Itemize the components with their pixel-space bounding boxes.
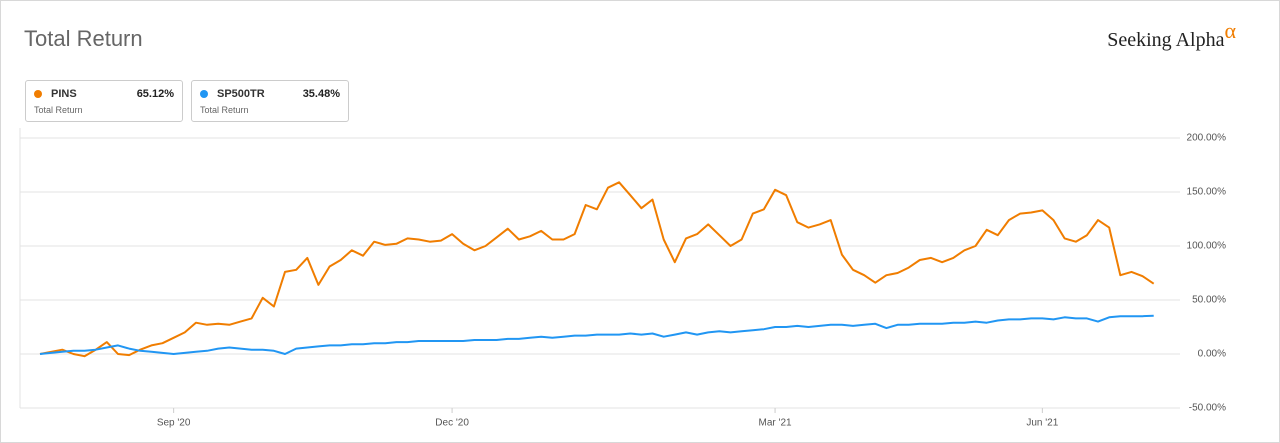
x-tick-label: Sep '20	[157, 418, 191, 429]
x-tick-label: Dec '20	[435, 418, 469, 429]
chart-title: Total Return	[24, 26, 143, 51]
y-tick-label: -50.00%	[1189, 403, 1226, 414]
logo: Seeking Alphaα	[1107, 18, 1236, 52]
legend-item: SP500TR 35.48% Total Return	[191, 80, 349, 122]
legend-swatch	[200, 90, 208, 98]
legend-label: PINS	[51, 88, 77, 100]
legend-item: PINS 65.12% Total Return	[25, 80, 183, 122]
legend-swatch	[34, 90, 42, 98]
legend-caption: Total Return	[34, 105, 83, 115]
x-tick-label: Mar '21	[759, 418, 792, 429]
legend-label: SP500TR	[217, 88, 265, 100]
logo-text: Seeking Alpha	[1107, 29, 1225, 51]
logo-mark: α	[1224, 18, 1236, 43]
line-series	[39, 181, 1155, 358]
y-tick-label: 0.00%	[1198, 349, 1226, 360]
legend-caption: Total Return	[200, 105, 249, 115]
y-tick-label: 150.00%	[1187, 187, 1227, 198]
line-series	[39, 314, 1154, 355]
y-tick-label: 200.00%	[1187, 133, 1227, 144]
x-tick-label: Jun '21	[1026, 418, 1058, 429]
legend-value: 65.12%	[136, 88, 174, 100]
y-tick-label: 100.00%	[1187, 241, 1227, 252]
y-tick-label: 50.00%	[1192, 295, 1226, 306]
legend-value: 35.48%	[302, 88, 340, 100]
